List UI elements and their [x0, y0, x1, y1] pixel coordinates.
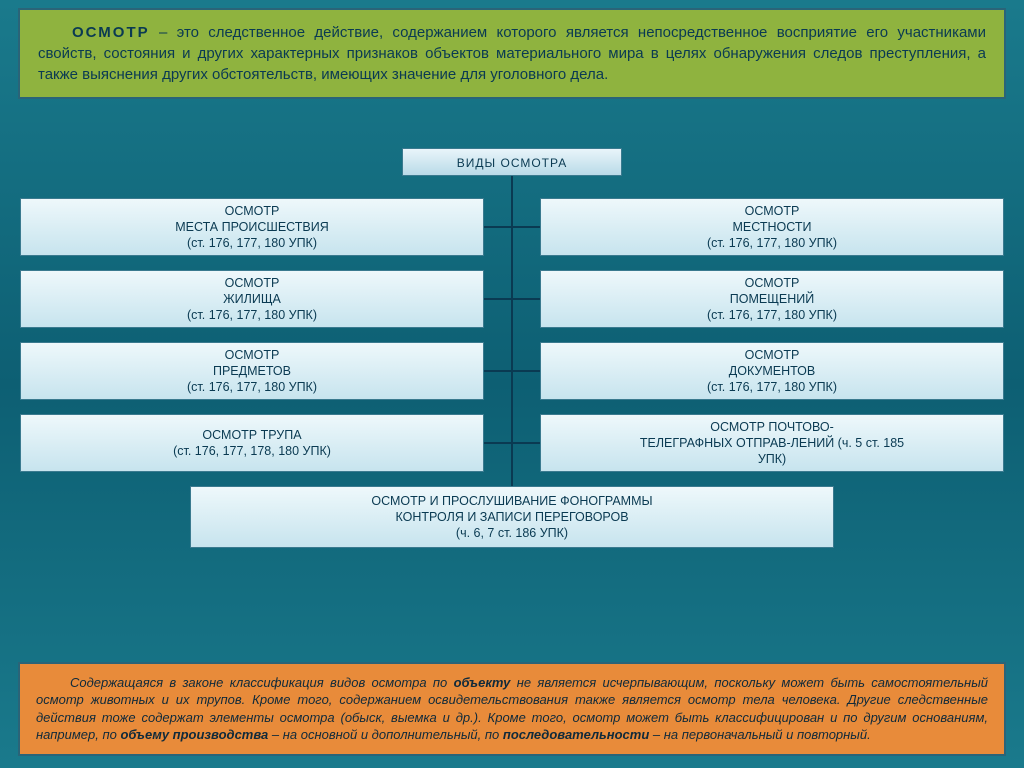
node-line: ТЕЛЕГРАФНЫХ ОТПРАВ-ЛЕНИЙ (ч. 5 ст. 185: [547, 435, 997, 451]
node-osmotr-zhilishcha: ОСМОТР ЖИЛИЩА (ст. 176, 177, 180 УПК): [20, 270, 484, 328]
connector-row-3: [484, 370, 540, 372]
node-line: (ст. 176, 177, 180 УПК): [27, 307, 477, 323]
commentary-bold: объему производства: [120, 727, 268, 742]
commentary-bold: объекту: [454, 675, 511, 690]
node-osmotr-pochtovo: ОСМОТР ПОЧТОВО- ТЕЛЕГРАФНЫХ ОТПРАВ-ЛЕНИЙ…: [540, 414, 1004, 472]
node-line: (ст. 176, 177, 180 УПК): [547, 379, 997, 395]
commentary-text: – на первоначальный и повторный.: [649, 727, 870, 742]
commentary-bold: последовательности: [503, 727, 649, 742]
diagram-header: ВИДЫ ОСМОТРА: [402, 148, 622, 176]
node-osmotr-pomeshcheniy: ОСМОТР ПОМЕЩЕНИЙ (ст. 176, 177, 180 УПК): [540, 270, 1004, 328]
node-line: ЖИЛИЩА: [27, 291, 477, 307]
node-line: УПК): [547, 451, 997, 467]
connector-row-1: [484, 226, 540, 228]
node-line: (ст. 176, 177, 180 УПК): [547, 235, 997, 251]
definition-panel: ОСМОТР – это следственное действие, соде…: [18, 8, 1006, 99]
commentary-text: Содержащаяся в законе классификация видо…: [70, 675, 454, 690]
node-line: (ст. 176, 177, 180 УПК): [547, 307, 997, 323]
node-osmotr-dokumentov: ОСМОТР ДОКУМЕНТОВ (ст. 176, 177, 180 УПК…: [540, 342, 1004, 400]
node-line: ОСМОТР: [547, 203, 997, 219]
definition-lead: ОСМОТР: [72, 24, 150, 41]
node-osmotr-mesta: ОСМОТР МЕСТА ПРОИСШЕСТВИЯ (ст. 176, 177,…: [20, 198, 484, 256]
node-osmotr-mestnosti: ОСМОТР МЕСТНОСТИ (ст. 176, 177, 180 УПК): [540, 198, 1004, 256]
node-osmotr-predmetov: ОСМОТР ПРЕДМЕТОВ (ст. 176, 177, 180 УПК): [20, 342, 484, 400]
node-line: (ч. 6, 7 ст. 186 УПК): [197, 525, 827, 541]
node-line: ОСМОТР: [27, 347, 477, 363]
node-fonogrammy: ОСМОТР И ПРОСЛУШИВАНИЕ ФОНОГРАММЫ КОНТРО…: [190, 486, 834, 548]
node-line: КОНТРОЛЯ И ЗАПИСИ ПЕРЕГОВОРОВ: [197, 509, 827, 525]
node-line: ОСМОТР: [547, 275, 997, 291]
node-line: ДОКУМЕНТОВ: [547, 363, 997, 379]
node-line: (ст. 176, 177, 178, 180 УПК): [27, 443, 477, 459]
node-line: (ст. 176, 177, 180 УПК): [27, 235, 477, 251]
node-line: ОСМОТР ТРУПА: [27, 427, 477, 443]
commentary-text: – на основной и дополнительный, по: [268, 727, 503, 742]
node-line: (ст. 176, 177, 180 УПК): [27, 379, 477, 395]
node-line: ОСМОТР И ПРОСЛУШИВАНИЕ ФОНОГРАММЫ: [197, 493, 827, 509]
connector-row-4: [484, 442, 540, 444]
node-line: МЕСТНОСТИ: [547, 219, 997, 235]
node-line: ОСМОТР ПОЧТОВО-: [547, 419, 997, 435]
commentary-panel: Содержащаяся в законе классификация видо…: [18, 662, 1006, 756]
node-line: ПОМЕЩЕНИЙ: [547, 291, 997, 307]
node-line: ОСМОТР: [547, 347, 997, 363]
connector-spine: [511, 176, 513, 486]
node-line: ОСМОТР: [27, 203, 477, 219]
node-line: МЕСТА ПРОИСШЕСТВИЯ: [27, 219, 477, 235]
definition-dash: –: [150, 24, 177, 41]
definition-body: это следственное действие, содержанием к…: [38, 24, 986, 83]
node-osmotr-trupa: ОСМОТР ТРУПА (ст. 176, 177, 178, 180 УПК…: [20, 414, 484, 472]
node-line: ПРЕДМЕТОВ: [27, 363, 477, 379]
connector-row-2: [484, 298, 540, 300]
node-line: ОСМОТР: [27, 275, 477, 291]
